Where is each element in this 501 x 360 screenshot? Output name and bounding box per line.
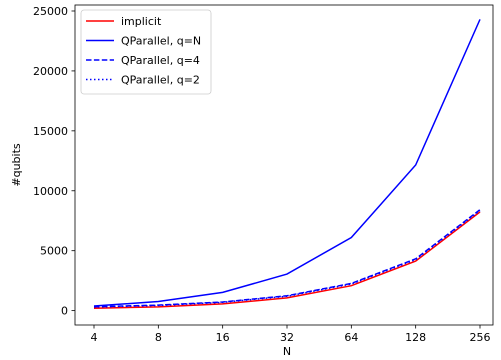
y-axis-title: #qubits (10, 143, 23, 187)
x-tick-label: 16 (216, 331, 230, 344)
series-layer (93, 19, 481, 309)
legend-label: implicit (121, 15, 162, 28)
legend: implicit QParallel, q=N QParallel, q=4 QPar… (80, 9, 212, 95)
x-tick-label: 8 (155, 331, 162, 344)
x-tick-label: 64 (344, 331, 358, 344)
series-line-2 (93, 209, 481, 308)
series-line-0 (93, 211, 481, 309)
y-tick-label: 5000 (40, 245, 68, 258)
x-axis-title: N (283, 345, 291, 358)
y-tick-label: 15000 (33, 125, 68, 138)
y-tick-label: 10000 (33, 185, 68, 198)
legend-label: QParallel, q=N (121, 35, 201, 48)
series-line-3 (93, 209, 481, 308)
legend-label: QParallel, q=2 (121, 74, 200, 87)
y-tick-label: 20000 (33, 65, 68, 78)
series-line-1 (93, 19, 481, 307)
y-axis-ticks: 0 5000 10000 15000 20000 25000 (33, 5, 75, 318)
x-tick-label: 4 (91, 331, 98, 344)
x-tick-label: 256 (470, 331, 491, 344)
x-tick-label: 128 (405, 331, 426, 344)
x-axis-ticks: 4 8 16 32 64 128 256 (91, 325, 491, 344)
y-tick-label: 25000 (33, 5, 68, 18)
plot-frame (74, 4, 494, 326)
legend-box (80, 9, 212, 95)
y-tick-label: 0 (61, 305, 68, 318)
x-tick-label: 32 (280, 331, 294, 344)
legend-label: QParallel, q=4 (121, 54, 200, 67)
